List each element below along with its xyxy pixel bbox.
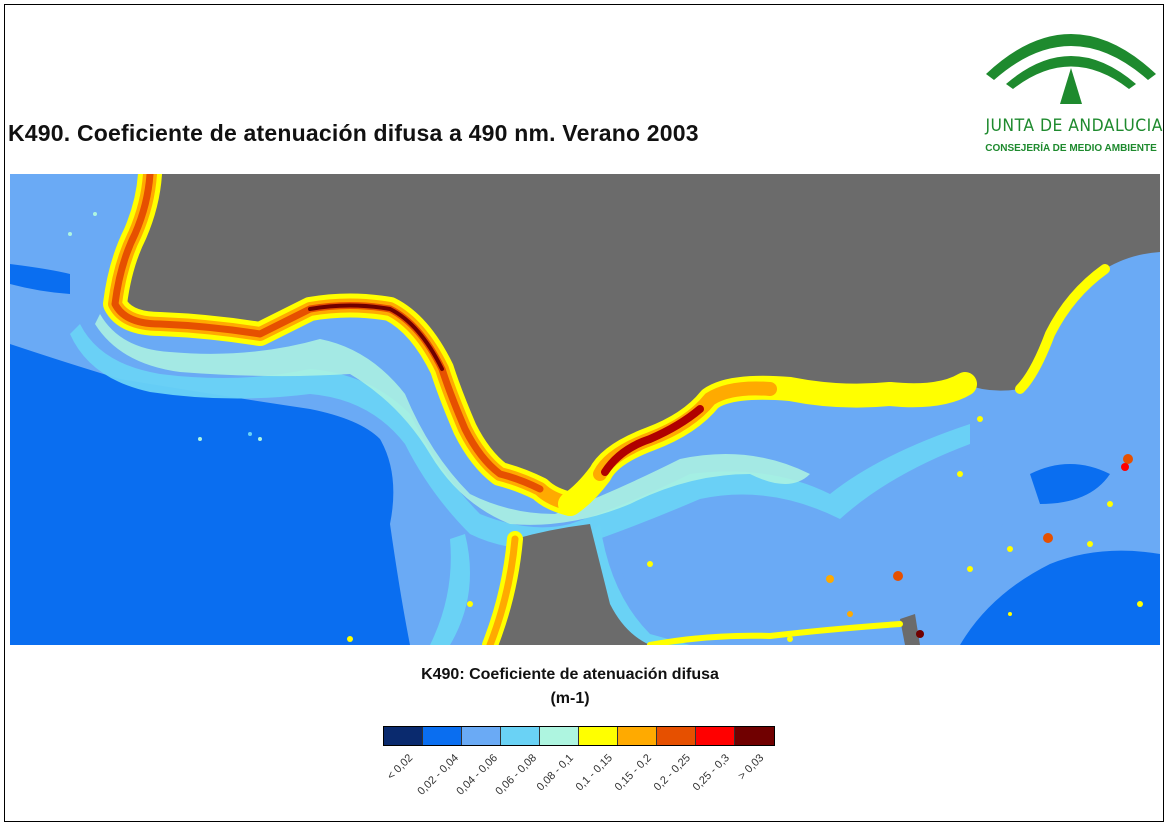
junta-andalucia-logo: JUNTA DE ANDALUCIA CONSEJERÍA DE MEDIO A… (978, 12, 1164, 162)
coastal-green-band (95, 314, 810, 525)
legend-labels: < 0,02 0,02 - 0,04 0,04 - 0,06 0,06 - 0,08 0… (383, 752, 783, 812)
logo-name: JUNTA DE ANDALUCIA (985, 116, 1163, 136)
legend-swatch (540, 727, 579, 745)
legend-color-bar (383, 726, 775, 746)
logo-emblem-icon (986, 34, 1156, 104)
legend-swatch (579, 727, 618, 745)
map-title: K490. Coeficiente de atenuación difusa a… (8, 120, 699, 146)
legend-class-label: 0,1 - 0,15 (573, 752, 616, 794)
legend-class-label: 0,04 - 0,06 (454, 752, 500, 798)
legend-class-label: 0,15 - 0,2 (612, 752, 655, 794)
alboran-east-patch (1030, 464, 1110, 504)
map-canvas (10, 174, 1160, 645)
shelf-band (70, 324, 970, 550)
k490-map (10, 174, 1160, 645)
legend-class-label: 0,2 - 0,25 (651, 752, 694, 794)
shelf-band-morocco (430, 534, 470, 645)
alboran-east-deep (960, 550, 1160, 645)
legend-class-label: 0,08 - 0,1 (534, 752, 577, 794)
legend-swatch (384, 727, 423, 745)
legend-swatch (618, 727, 657, 745)
legend-swatch (657, 727, 696, 745)
legend-class-label: < 0,02 (385, 752, 416, 783)
legend-title: K490: Coeficiente de atenuación difusa (421, 666, 719, 683)
legend-class-label: > 0,03 (736, 752, 767, 783)
legend-class-label: 0,06 - 0,08 (493, 752, 539, 798)
legend-class-label: 0,02 - 0,04 (415, 752, 461, 798)
legend-swatch (423, 727, 462, 745)
legend-swatch (501, 727, 540, 745)
cape-land (900, 614, 920, 645)
iberian-peninsula-land (115, 174, 1160, 504)
atlantic-north-water (10, 264, 70, 294)
legend-class-label: 0,25 - 0,3 (690, 752, 733, 794)
north-africa-land (490, 524, 650, 645)
legend-swatch (462, 727, 501, 745)
legend-swatch (696, 727, 735, 745)
logo-department: CONSEJERÍA DE MEDIO AMBIENTE (985, 143, 1157, 154)
turbid-spots (68, 212, 1143, 642)
alboran-central (770, 444, 1010, 564)
turbidity-coast (103, 174, 1110, 645)
atlantic-deep-water (10, 344, 410, 645)
legend-swatch (735, 727, 774, 745)
legend-unit: (m-1) (550, 690, 590, 707)
